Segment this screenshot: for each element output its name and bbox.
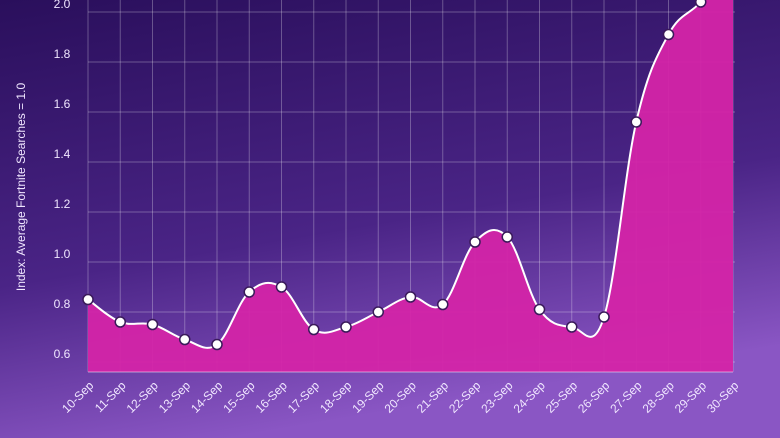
point xyxy=(211,338,223,351)
point xyxy=(308,323,320,336)
point xyxy=(662,28,675,41)
y-tick-label: 0.6 xyxy=(54,347,71,361)
y-tick-label: 1.6 xyxy=(54,97,71,111)
y-axis-label: Index: Average Fortnite Searches = 1.0 xyxy=(14,83,28,292)
point xyxy=(469,236,481,248)
point xyxy=(598,311,610,323)
point xyxy=(404,291,417,303)
point xyxy=(340,321,352,333)
y-tick-label: 1.4 xyxy=(54,147,71,161)
y-tick-label: 1.0 xyxy=(54,247,71,261)
y-tick-label: 1.2 xyxy=(54,197,71,211)
y-tick-label: 0.8 xyxy=(54,297,71,311)
point xyxy=(275,281,288,293)
y-tick-label: 1.8 xyxy=(54,47,71,61)
y-tick-label: 2.0 xyxy=(54,0,71,11)
point xyxy=(501,231,513,243)
point xyxy=(146,318,159,331)
point xyxy=(114,316,126,328)
point xyxy=(372,306,384,318)
point xyxy=(179,333,191,346)
point xyxy=(566,321,578,333)
point xyxy=(695,0,707,8)
point xyxy=(437,298,449,311)
line xyxy=(87,0,704,349)
point xyxy=(630,116,642,128)
point xyxy=(243,286,255,298)
point xyxy=(533,303,546,316)
point xyxy=(82,293,94,306)
